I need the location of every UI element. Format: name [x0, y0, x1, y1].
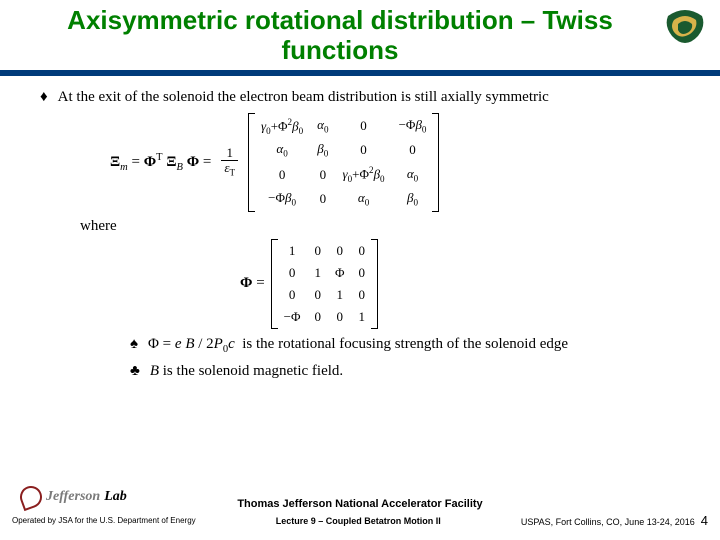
venue-text: USPAS, Fort Collins, CO, June 13-24, 201… — [521, 517, 695, 527]
bullet-phi-text: Φ = e B / 2P0c is the rotational focusin… — [148, 335, 708, 356]
title-bar: Axisymmetric rotational distribution – T… — [0, 0, 720, 70]
operated-by: Operated by JSA for the U.S. Department … — [12, 516, 196, 525]
equation-phi: Φ = 1 0 0 0 0 1 Φ 0 0 0 1 0 −Φ 0 — [240, 239, 680, 329]
spade-icon: ♠ — [130, 335, 138, 353]
bullet-main: ♦ At the exit of the solenoid the electr… — [40, 88, 680, 107]
lecture-label: Lecture 9 – Coupled Betatron Motion II — [276, 516, 441, 526]
eq1-lhs: Ξm = ΦT ΞB Φ = — [110, 152, 211, 173]
csu-logo — [660, 6, 710, 50]
slide-footer: Thomas Jefferson National Accelerator Fa… — [0, 498, 720, 540]
diamond-icon: ♦ — [40, 88, 48, 106]
where-label: where — [80, 218, 680, 235]
bullet-main-text: At the exit of the solenoid the electron… — [58, 88, 680, 107]
eq1-fraction: 1 εT — [221, 146, 238, 178]
facility-name: Thomas Jefferson National Accelerator Fa… — [0, 498, 720, 510]
equation-xi: Ξm = ΦT ΞB Φ = 1 εT γ0+Φ2β0 α0 0 −Φβ0 α0… — [110, 113, 680, 212]
club-icon: ♣ — [130, 362, 140, 380]
eq1-matrix: γ0+Φ2β0 α0 0 −Φβ0 α0 β0 0 0 0 0 γ0+Φ2β0 … — [248, 113, 439, 212]
bullet-b-text: B is the solenoid magnetic field. — [150, 362, 680, 381]
eq2-lhs: Φ = — [240, 275, 265, 292]
slide-body: ♦ At the exit of the solenoid the electr… — [0, 84, 720, 381]
bullet-phi-def: ♠ Φ = e B / 2P0c is the rotational focus… — [130, 335, 680, 356]
slide-title: Axisymmetric rotational distribution – T… — [20, 6, 660, 66]
bullet-b-def: ♣ B is the solenoid magnetic field. — [130, 362, 680, 381]
page-number: 4 — [701, 513, 708, 528]
eq2-matrix: 1 0 0 0 0 1 Φ 0 0 0 1 0 −Φ 0 0 1 — [271, 239, 378, 329]
venue-page: USPAS, Fort Collins, CO, June 13-24, 201… — [521, 513, 708, 528]
title-underline — [0, 70, 720, 76]
